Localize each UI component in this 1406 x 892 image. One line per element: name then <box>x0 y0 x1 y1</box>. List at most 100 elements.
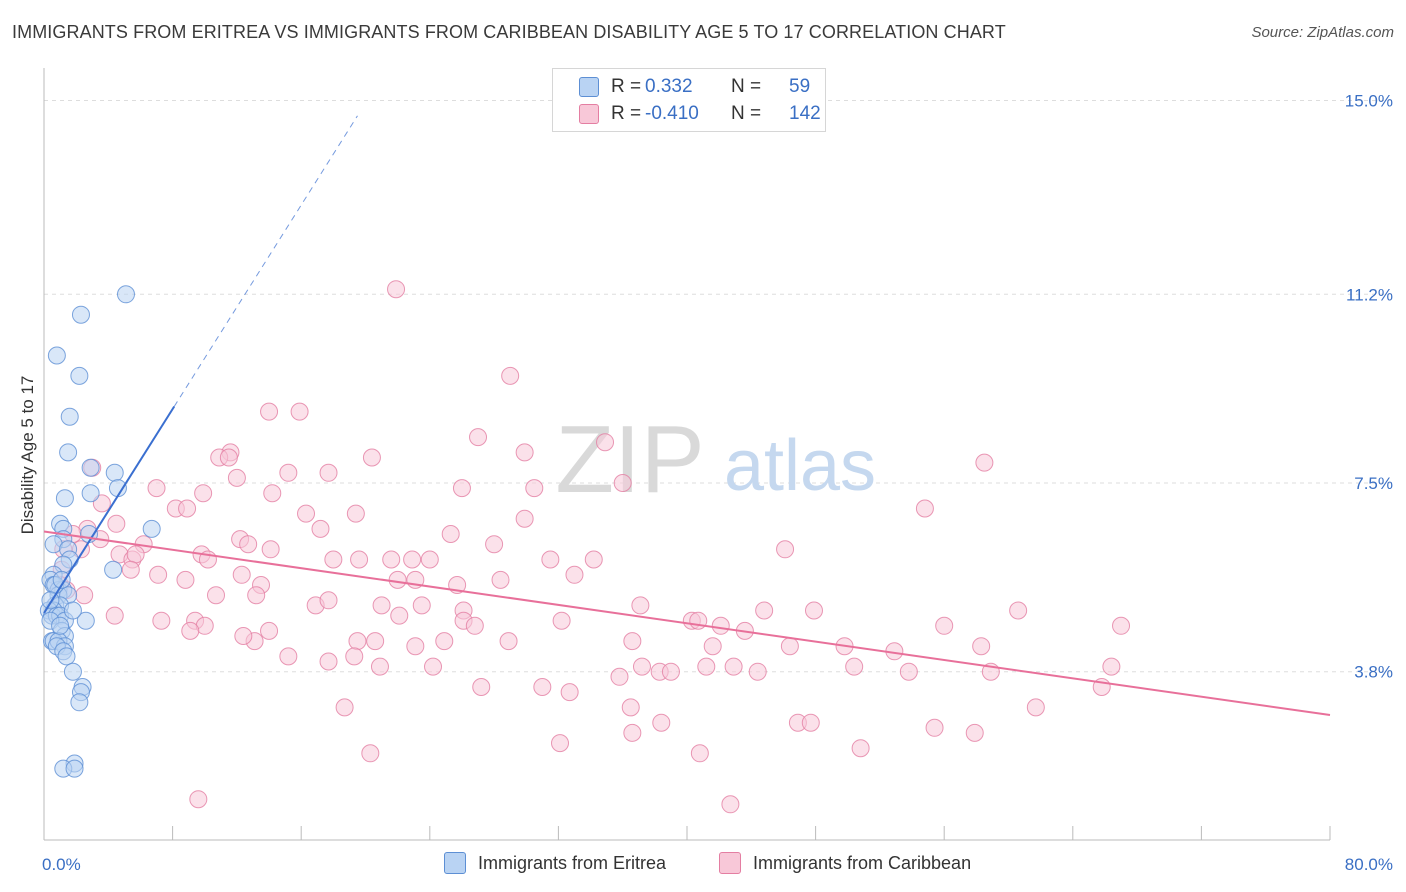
caribbean-point <box>92 494 111 513</box>
y-tick-label: 3.8% <box>1354 663 1393 682</box>
caribbean-point <box>925 718 944 737</box>
caribbean-point <box>406 637 425 656</box>
caribbean-point <box>372 596 391 615</box>
caribbean-point <box>290 402 309 421</box>
caribbean-point <box>260 621 279 640</box>
caribbean-point <box>239 535 258 554</box>
eritrea-point <box>81 458 100 477</box>
eritrea-point <box>57 647 76 666</box>
caribbean-point <box>623 723 642 742</box>
caribbean-point <box>189 790 208 809</box>
caribbean-point <box>263 484 282 503</box>
caribbean-swatch <box>579 104 599 124</box>
source-label: Source: ZipAtlas.com <box>1251 24 1394 41</box>
caribbean-point <box>107 514 126 533</box>
caribbean-point <box>899 662 918 681</box>
caribbean-point <box>412 596 431 615</box>
caribbean-point <box>178 499 197 518</box>
caribbean-point <box>975 453 994 472</box>
caribbean-point <box>623 632 642 651</box>
caribbean-point <box>525 479 544 498</box>
eritrea-point <box>71 305 90 324</box>
watermark-atlas: atlas <box>724 426 876 506</box>
caribbean-point <box>690 744 709 763</box>
x-tick-label: 0.0% <box>42 855 81 874</box>
r-label: R = <box>611 103 642 124</box>
eritrea-point <box>47 346 66 365</box>
caribbean-point <box>465 616 484 635</box>
caribbean-point <box>247 586 266 605</box>
eritrea-point <box>60 407 79 426</box>
caribbean-point <box>350 550 369 569</box>
caribbean-point <box>181 621 200 640</box>
y-tick-label: 7.5% <box>1354 474 1393 493</box>
caribbean-point <box>1112 616 1131 635</box>
r-value: 0.332 <box>645 76 693 97</box>
n-value: 59 <box>789 76 811 97</box>
caribbean-point <box>610 667 629 686</box>
y-axis-label: Disability Age 5 to 17 <box>18 376 37 535</box>
caribbean-point <box>452 479 471 498</box>
watermark: ZIP atlas <box>555 406 876 513</box>
eritrea-trend-line <box>43 405 176 614</box>
n-label: N = <box>731 103 762 124</box>
legend-item-eritrea: Immigrants from Eritrea <box>444 852 666 874</box>
caribbean-point <box>515 509 534 528</box>
caribbean-point <box>661 662 680 681</box>
eritrea-point <box>142 519 161 538</box>
eritrea-point <box>81 484 100 503</box>
caribbean-point <box>711 616 730 635</box>
eritrea-point <box>116 285 135 304</box>
caribbean-point <box>845 657 864 676</box>
caribbean-point <box>75 586 94 605</box>
eritrea-point <box>59 443 78 462</box>
y-tick-label: 15.0% <box>1345 92 1393 111</box>
caribbean-point <box>152 611 171 630</box>
caribbean-point <box>915 499 934 518</box>
caribbean-point <box>1026 698 1045 717</box>
caribbean-point <box>435 632 454 651</box>
caribbean-point <box>552 611 571 630</box>
caribbean-point <box>147 479 166 498</box>
tick-labels: 3.8% 7.5% 11.2% 15.0% 0.0% 80.0% <box>42 92 1393 875</box>
n-value: 142 <box>789 103 821 124</box>
legend-label-caribbean: Immigrants from Caribbean <box>753 852 972 873</box>
caribbean-point <box>279 463 298 482</box>
legend-item-caribbean: Immigrants from Caribbean <box>719 852 971 874</box>
caribbean-legend-swatch <box>719 852 741 874</box>
eritrea-points <box>39 285 161 778</box>
caribbean-point <box>515 443 534 462</box>
caribbean-point <box>319 652 338 671</box>
watermark-zip: ZIP <box>555 406 704 513</box>
caribbean-point <box>972 637 991 656</box>
caribbean-point <box>721 795 740 814</box>
caribbean-point <box>1102 657 1121 676</box>
caribbean-point <box>311 519 330 538</box>
caribbean-point <box>565 565 584 584</box>
caribbean-point <box>234 627 253 645</box>
eritrea-point <box>105 463 124 482</box>
caribbean-point <box>362 448 381 467</box>
caribbean-point <box>632 657 651 676</box>
caribbean-point <box>366 632 385 651</box>
eritrea-swatch <box>579 77 599 97</box>
r-label: R = <box>611 76 642 97</box>
caribbean-point <box>388 570 407 589</box>
caribbean-point <box>724 657 743 676</box>
series-legend: Immigrants from Eritrea Immigrants from … <box>0 852 1406 878</box>
caribbean-point <box>227 468 246 487</box>
caribbean-point <box>755 601 774 620</box>
eritrea-trend-extension <box>173 115 358 407</box>
caribbean-point <box>260 402 279 421</box>
caribbean-point <box>346 504 365 523</box>
eritrea-point <box>70 366 89 385</box>
eritrea-point <box>104 560 123 579</box>
caribbean-point <box>533 678 552 696</box>
caribbean-point <box>748 662 767 681</box>
chart-title: IMMIGRANTS FROM ERITREA VS IMMIGRANTS FR… <box>12 22 1006 42</box>
caribbean-point <box>776 540 795 559</box>
eritrea-point <box>63 601 82 620</box>
caribbean-point <box>126 545 145 564</box>
caribbean-point <box>501 366 520 385</box>
